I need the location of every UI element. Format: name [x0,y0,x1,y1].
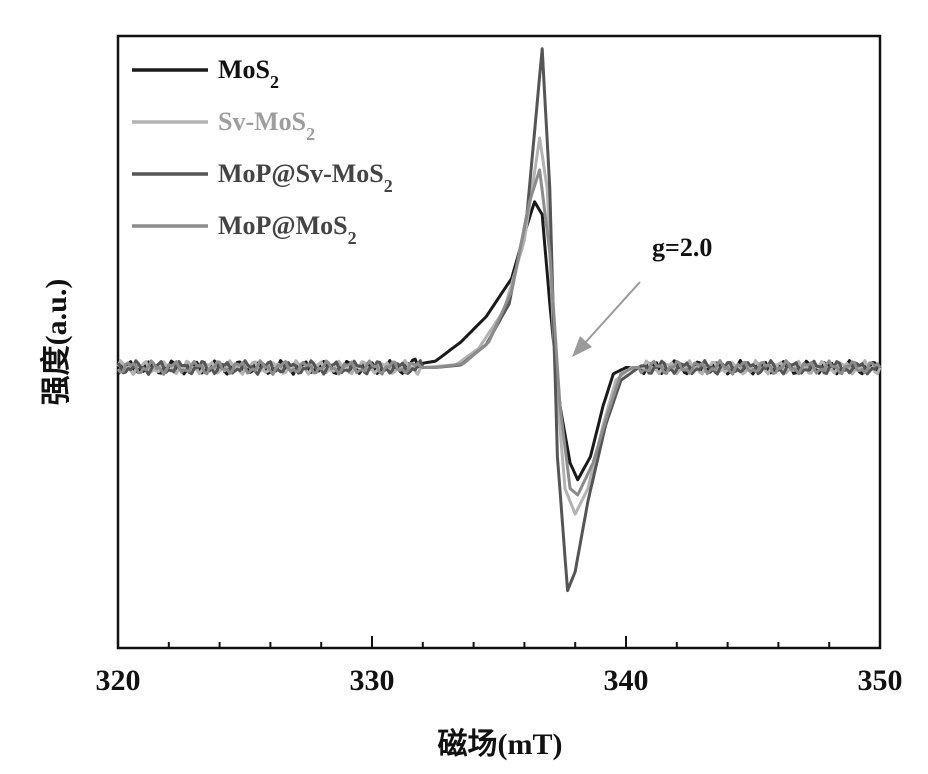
x-axis-ticks: 320 330 340 350 [96,636,903,697]
series-line-sv-mos2 [118,138,880,514]
x-tick-label: 350 [858,664,903,697]
legend-label: MoP@MoS2 [218,211,357,248]
x-tick-label: 320 [96,664,141,697]
x-axis-title: 磁场(mT) [438,727,563,761]
legend-label: MoP@Sv-MoS2 [218,159,393,196]
annotation-label: g=2.0 [652,233,712,262]
x-tick-label: 330 [350,664,395,697]
legend: MoS2 Sv-MoS2 MoP@Sv-MoS2 MoP@MoS2 [132,55,393,248]
series-line-mos2 [118,202,880,480]
y-axis-title: 强度(a.u.) [40,279,73,406]
legend-label: Sv-MoS2 [218,107,315,144]
legend-label: MoS2 [218,55,279,92]
annotation-arrow [572,282,640,357]
x-tick-label: 340 [604,664,649,697]
